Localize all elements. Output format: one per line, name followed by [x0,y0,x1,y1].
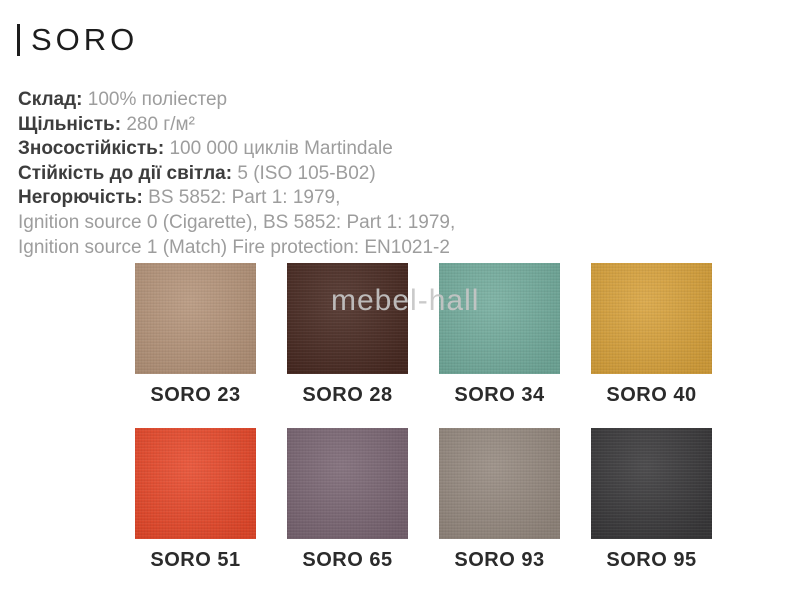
fabric-swatch-soro-95[interactable] [591,428,712,539]
fabric-swatch-soro-28[interactable] [287,263,408,374]
swatch-cell-soro-40: SORO 40 [591,263,712,406]
spec-line-ignition-1: Ignition source 1 (Match) Fire protectio… [18,236,455,261]
spec-label: Зносостійкість: [18,138,165,160]
spec-line-ignition-0: Ignition source 0 (Cigarette), BS 5852: … [18,211,455,236]
fabric-swatch-soro-65[interactable] [287,428,408,539]
swatch-label: SORO 40 [606,384,697,406]
spec-value: Ignition source 0 (Cigarette), BS 5852: … [18,211,456,233]
spec-value: 5 (ISO 105-B02) [237,162,376,184]
swatch-cell-soro-51: SORO 51 [135,428,256,571]
fabric-specs: Склад: 100% поліестер Щільність: 280 г/м… [18,88,455,260]
spec-line-composition: Склад: 100% поліестер [18,88,455,113]
swatch-label: SORO 51 [150,549,241,571]
page-title-text: SORO [31,22,139,57]
spec-value: 100% поліестер [87,89,228,110]
fabric-swatch-soro-34[interactable] [439,263,560,374]
spec-label: Негорючість: [18,187,143,209]
swatch-cell-soro-65: SORO 65 [287,428,408,571]
spec-label: Склад: [18,89,83,110]
swatch-label: SORO 34 [454,384,545,406]
spec-line-density: Щільність: 280 г/м² [18,113,455,138]
swatch-grid: SORO 23 SORO 28 SORO 34 SORO 40 SORO 51 … [135,263,712,571]
spec-value: Ignition source 1 (Match) Fire protectio… [18,236,450,258]
swatch-label: SORO 65 [302,549,393,571]
spec-label: Стійкість до дії світла: [18,162,233,184]
spec-line-abrasion: Зносостійкість: 100 000 циклів Martindal… [18,137,455,162]
swatch-cell-soro-95: SORO 95 [591,428,712,571]
spec-value: 100 000 циклів Martindale [169,138,393,160]
swatch-cell-soro-34: SORO 34 [439,263,560,406]
spec-label: Щільність: [18,113,122,135]
spec-value: BS 5852: Part 1: 1979, [148,187,341,209]
swatch-cell-soro-23: SORO 23 [135,263,256,406]
fabric-swatch-soro-51[interactable] [135,428,256,539]
swatch-label: SORO 93 [454,549,545,571]
swatch-label: SORO 28 [302,384,393,406]
spec-line-lightfastness: Стійкість до дії світла: 5 (ISO 105-B02) [18,162,455,187]
fabric-swatch-soro-93[interactable] [439,428,560,539]
swatch-label: SORO 23 [150,384,241,406]
fabric-swatch-soro-40[interactable] [591,263,712,374]
spec-value: 280 г/м² [126,113,195,135]
title-accent-bar [17,24,20,56]
spec-line-flammability: Негорючість: BS 5852: Part 1: 1979, [18,186,455,211]
swatch-label: SORO 95 [606,549,697,571]
page-title: SORO [17,24,138,56]
fabric-swatch-soro-23[interactable] [135,263,256,374]
swatch-cell-soro-93: SORO 93 [439,428,560,571]
swatch-cell-soro-28: SORO 28 [287,263,408,406]
